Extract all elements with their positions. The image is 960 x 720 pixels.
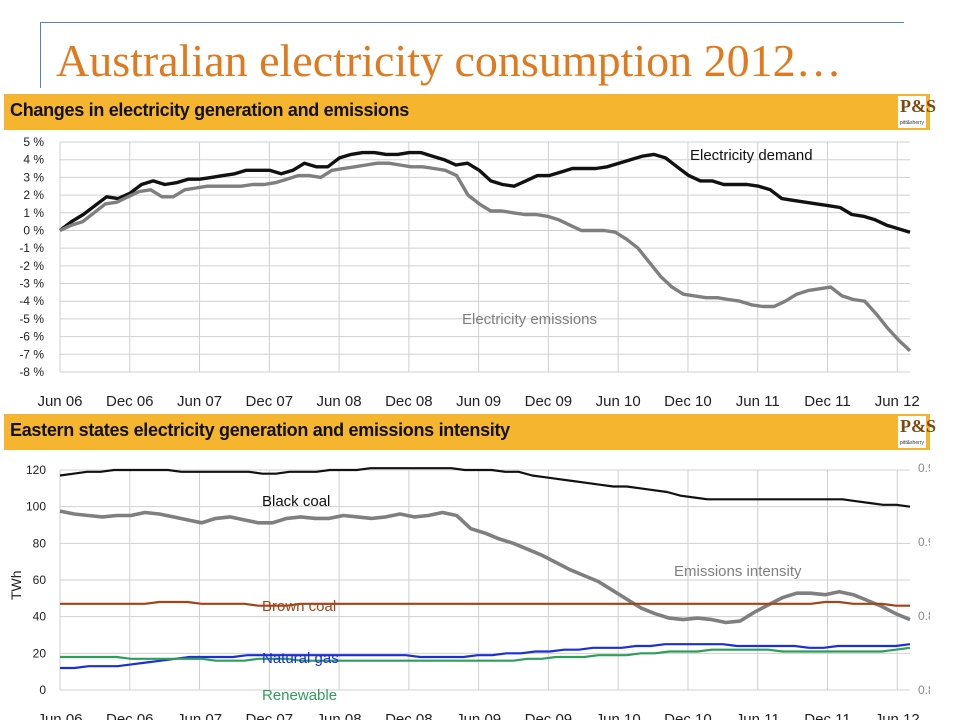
y2-tick-label: 0.85 xyxy=(918,609,930,623)
logo-subtext: pitt&sherry xyxy=(900,440,924,446)
slide-title: Australian electricity consumption 2012… xyxy=(56,35,842,86)
x-tick-label: Jun 07 xyxy=(177,393,222,410)
x-tick-label: Dec 10 xyxy=(664,711,712,720)
y-tick-label: -5 % xyxy=(19,312,44,326)
y-tick-label: 1 % xyxy=(23,206,44,220)
chart-title: Eastern states electricity generation an… xyxy=(10,420,510,440)
x-tick-label: Jun 09 xyxy=(456,393,501,410)
y-tick-label: -4 % xyxy=(19,294,44,308)
panel-header: Eastern states electricity generation an… xyxy=(4,414,936,450)
y-tick-label: 120 xyxy=(26,463,46,477)
y-tick-label: 0 % xyxy=(23,223,44,237)
x-tick-label: Dec 07 xyxy=(246,711,294,720)
annotation-renewable: Renewable xyxy=(262,687,337,704)
y-tick-label: 3 % xyxy=(23,170,44,184)
x-tick-label: Jun 11 xyxy=(736,711,780,720)
y2-tick-label: 0.8 xyxy=(918,683,930,697)
annotation-emissions-intensity: Emissions intensity xyxy=(674,563,802,580)
annotation-emissions: Electricity emissions xyxy=(462,311,597,328)
y-tick-label: 40 xyxy=(33,610,47,624)
x-tick-label: Dec 06 xyxy=(106,711,154,720)
y-axis-label: TWh xyxy=(8,570,24,600)
y-tick-label: -1 % xyxy=(19,241,44,255)
chart-svg: 120 100 80 60 40 20 0 0.95 0.9 0.85 0.8 Jun 06 Dec 0… xyxy=(8,461,930,720)
y-tick-label: 0 xyxy=(39,683,46,697)
title-rule-left xyxy=(40,22,41,88)
series-line-2 xyxy=(60,600,910,607)
series-line-3 xyxy=(60,643,911,670)
x-tick-label: Dec 08 xyxy=(385,711,433,720)
series-line-0 xyxy=(59,467,911,508)
x-tick-label: Dec 09 xyxy=(525,393,573,410)
annotation-brown-coal: Brown coal xyxy=(262,598,336,615)
x-tick-label: Jun 12 xyxy=(875,711,920,720)
logo-mark: P&S xyxy=(900,416,936,436)
x-tick-label: Dec 06 xyxy=(106,393,154,410)
x-tick-label: Dec 07 xyxy=(246,393,294,410)
title-rule-top xyxy=(40,22,904,23)
series-line-4 xyxy=(60,646,911,662)
x-tick-label: Jun 10 xyxy=(596,711,641,720)
y-tick-label: 80 xyxy=(33,536,47,550)
y-tick-label: -8 % xyxy=(19,365,44,379)
y2-tick-label: 0.95 xyxy=(918,461,930,475)
y-tick-label: -6 % xyxy=(19,330,44,344)
x-tick-label: Dec 11 xyxy=(804,393,850,410)
chart-title: Changes in electricity generation and em… xyxy=(10,100,410,120)
x-tick-label: Jun 10 xyxy=(596,393,641,410)
logo-subtext: pitt&sherry xyxy=(900,120,924,126)
x-tick-label: Dec 11 xyxy=(804,711,850,720)
x-tick-label: Dec 10 xyxy=(664,393,712,410)
chart-panel-demand-emissions: Changes in electricity generation and em… xyxy=(4,94,936,412)
y-tick-label: 20 xyxy=(33,646,47,660)
y-tick-label: 2 % xyxy=(23,188,44,202)
y-tick-label: 4 % xyxy=(23,153,44,167)
x-tick-label: Jun 11 xyxy=(736,393,780,410)
x-tick-label: Jun 06 xyxy=(37,711,82,720)
panel-header: Changes in electricity generation and em… xyxy=(4,94,936,130)
x-tick-label: Jun 07 xyxy=(177,711,222,720)
series-line-0 xyxy=(58,150,911,234)
chart-svg: 5 % 4 % 3 % 2 % 1 % 0 % -1 % -2 % -3 % -4 % -5 % -6… xyxy=(19,135,920,410)
series-line-1 xyxy=(59,509,911,625)
y-tick-label: 5 % xyxy=(23,135,44,149)
logo: P&S pitt&sherry xyxy=(898,96,936,128)
x-tick-label: Dec 09 xyxy=(525,711,573,720)
logo-mark: P&S xyxy=(900,96,936,116)
x-tick-label: Jun 06 xyxy=(37,393,82,410)
y-tick-label: -2 % xyxy=(19,259,44,273)
x-tick-label: Dec 08 xyxy=(385,393,433,410)
annotation-black-coal: Black coal xyxy=(262,493,330,510)
y2-tick-label: 0.9 xyxy=(918,535,930,549)
x-tick-label: Jun 12 xyxy=(875,393,920,410)
chart-panel-generation-intensity: Eastern states electricity generation an… xyxy=(4,414,936,720)
annotation-natural-gas: Natural gas xyxy=(262,650,339,667)
x-tick-label: Jun 08 xyxy=(317,393,362,410)
x-tick-label: Jun 08 xyxy=(317,711,362,720)
logo: P&S pitt&sherry xyxy=(898,416,936,448)
y-tick-label: -7 % xyxy=(19,347,44,361)
y-tick-label: -3 % xyxy=(19,277,44,291)
y-tick-label: 100 xyxy=(26,500,46,514)
series-line-1 xyxy=(59,161,912,353)
x-tick-label: Jun 09 xyxy=(456,711,501,720)
annotation-demand: Electricity demand xyxy=(690,147,813,164)
y-tick-label: 60 xyxy=(33,573,47,587)
